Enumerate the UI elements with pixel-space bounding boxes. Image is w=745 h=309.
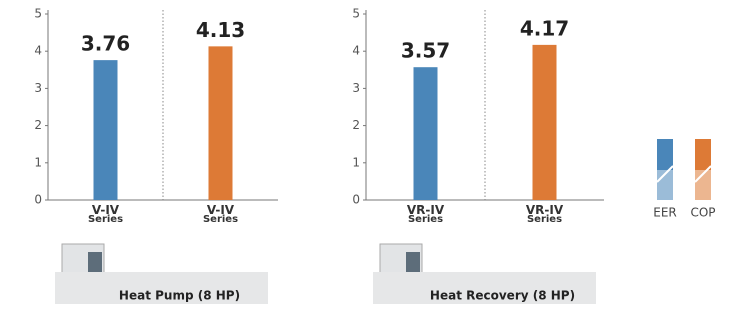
y-tick-label: 1: [352, 155, 360, 169]
x-tick-label: V-IV Series: [201, 205, 241, 225]
y-tick-label: 1: [34, 155, 42, 169]
value-label: 4.13: [196, 18, 245, 42]
value-label: 4.17: [520, 16, 569, 40]
footer-label: Heat Recovery (8 HP): [430, 289, 575, 303]
bar: [414, 67, 438, 200]
y-tick-label: 3: [352, 81, 360, 95]
y-tick-label: 5: [34, 7, 42, 21]
y-tick-label: 4: [34, 44, 42, 58]
x-tick-label: V-IV Series: [86, 205, 126, 225]
legend-label: COP: [690, 206, 715, 220]
legend-item: COP: [690, 139, 715, 220]
y-tick-label: 2: [34, 118, 42, 132]
y-tick-label: 5: [352, 7, 360, 21]
x-tick-label: VR-IV Series: [525, 205, 565, 225]
y-tick-label: 0: [352, 193, 360, 207]
bar: [94, 60, 118, 200]
footer-label: Heat Pump (8 HP): [119, 289, 240, 303]
legend-label: EER: [653, 206, 677, 220]
page: 0 1 2 3 4 5 3.76 4.13 Heat Pump (8 HP) 0 1 2 3 4 5 3.57…: [0, 0, 745, 309]
legend-item: EER: [653, 139, 677, 220]
y-tick-label: 0: [34, 193, 42, 207]
y-tick-label: 4: [352, 44, 360, 58]
y-tick-label: 2: [352, 118, 360, 132]
y-tick-label: 3: [34, 81, 42, 95]
value-label: 3.57: [401, 39, 450, 63]
x-tick-label: VR-IV Series: [406, 205, 446, 225]
bar: [533, 45, 557, 200]
bar: [209, 46, 233, 200]
value-label: 3.76: [81, 32, 130, 56]
chart: 0 1 2 3 4 5 3.76 4.13 Heat Pump (8 HP) 0 1 2 3 4 5 3.57…: [0, 0, 745, 309]
